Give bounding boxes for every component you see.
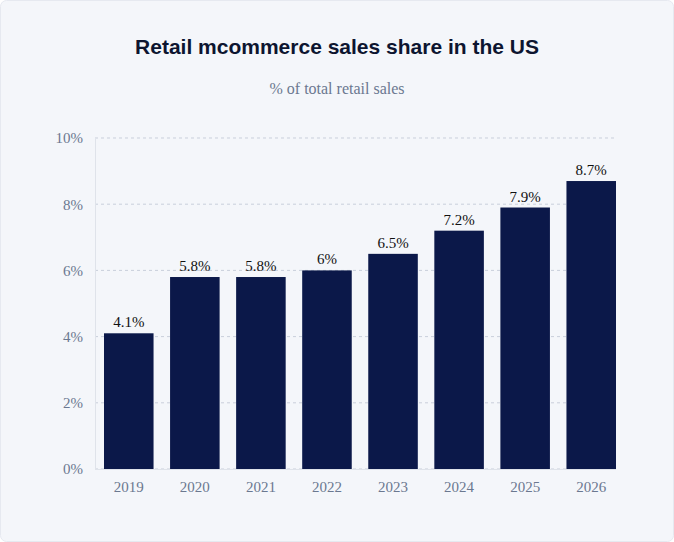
x-axis-line <box>95 469 616 470</box>
title: Retail mcommerce sales share in the US <box>135 35 539 58</box>
bar <box>566 181 616 469</box>
x-tick: 2026 <box>576 479 607 495</box>
bar <box>434 231 484 469</box>
bars <box>104 181 616 469</box>
x-tick-label: 2025 <box>510 479 540 495</box>
y-tick-label: 8% <box>63 197 83 213</box>
x-tick-label: 2022 <box>312 479 342 495</box>
y-tick: 8% <box>63 197 95 213</box>
x-tick: 2021 <box>246 479 276 495</box>
subtitle: % of total retail sales <box>269 80 404 97</box>
x-tick-label: 2020 <box>180 479 210 495</box>
bar <box>368 254 418 469</box>
x-tick: 2019 <box>114 479 144 495</box>
grid <box>95 138 616 469</box>
y-tick: 6% <box>63 263 95 279</box>
x-tick: 2022 <box>312 479 342 495</box>
data-label: 5.8% <box>245 258 276 274</box>
y-tick-label: 6% <box>63 263 83 279</box>
data-label: 7.2% <box>443 212 474 228</box>
y-tick-label: 4% <box>63 329 83 345</box>
x-tick-label: 2023 <box>378 479 408 495</box>
x-axis: 2019 2020 2021 2022 2023 2024 2025 2026 <box>95 470 616 495</box>
bar <box>170 277 220 469</box>
bar <box>500 208 550 469</box>
x-tick: 2020 <box>180 479 210 495</box>
grid-line <box>95 138 616 139</box>
y-tick: 0% <box>63 461 95 477</box>
x-tick-label: 2026 <box>576 479 607 495</box>
data-label: 6.5% <box>377 235 408 251</box>
y-tick-label: 2% <box>63 395 83 411</box>
bar <box>104 333 154 469</box>
y-tick-label: 0% <box>63 461 83 477</box>
background <box>1 1 674 542</box>
x-tick: 2023 <box>378 479 408 495</box>
x-tick-label: 2021 <box>246 479 276 495</box>
data-label: 6% <box>317 251 337 267</box>
y-axis-line <box>95 139 96 470</box>
y-tick-label: 10% <box>56 130 84 146</box>
x-tick-label: 2019 <box>114 479 144 495</box>
bar <box>236 277 286 469</box>
x-tick: 2024 <box>444 479 475 495</box>
y-axis: 0% 2% 4% 6% 8% 10% <box>56 130 96 477</box>
data-label: 4.1% <box>113 314 144 330</box>
bar <box>302 270 352 469</box>
data-labels: 4.1% 5.8% 5.8% 6% 6.5% 7.2% 7.9% 8.7% <box>113 162 607 330</box>
x-tick: 2025 <box>510 479 540 495</box>
y-tick: 4% <box>63 329 95 345</box>
y-tick: 10% <box>56 130 96 146</box>
data-label: 8.7% <box>576 162 607 178</box>
y-tick: 2% <box>63 395 95 411</box>
data-label: 7.9% <box>510 189 541 205</box>
data-label: 5.8% <box>179 258 210 274</box>
x-tick-label: 2024 <box>444 479 475 495</box>
